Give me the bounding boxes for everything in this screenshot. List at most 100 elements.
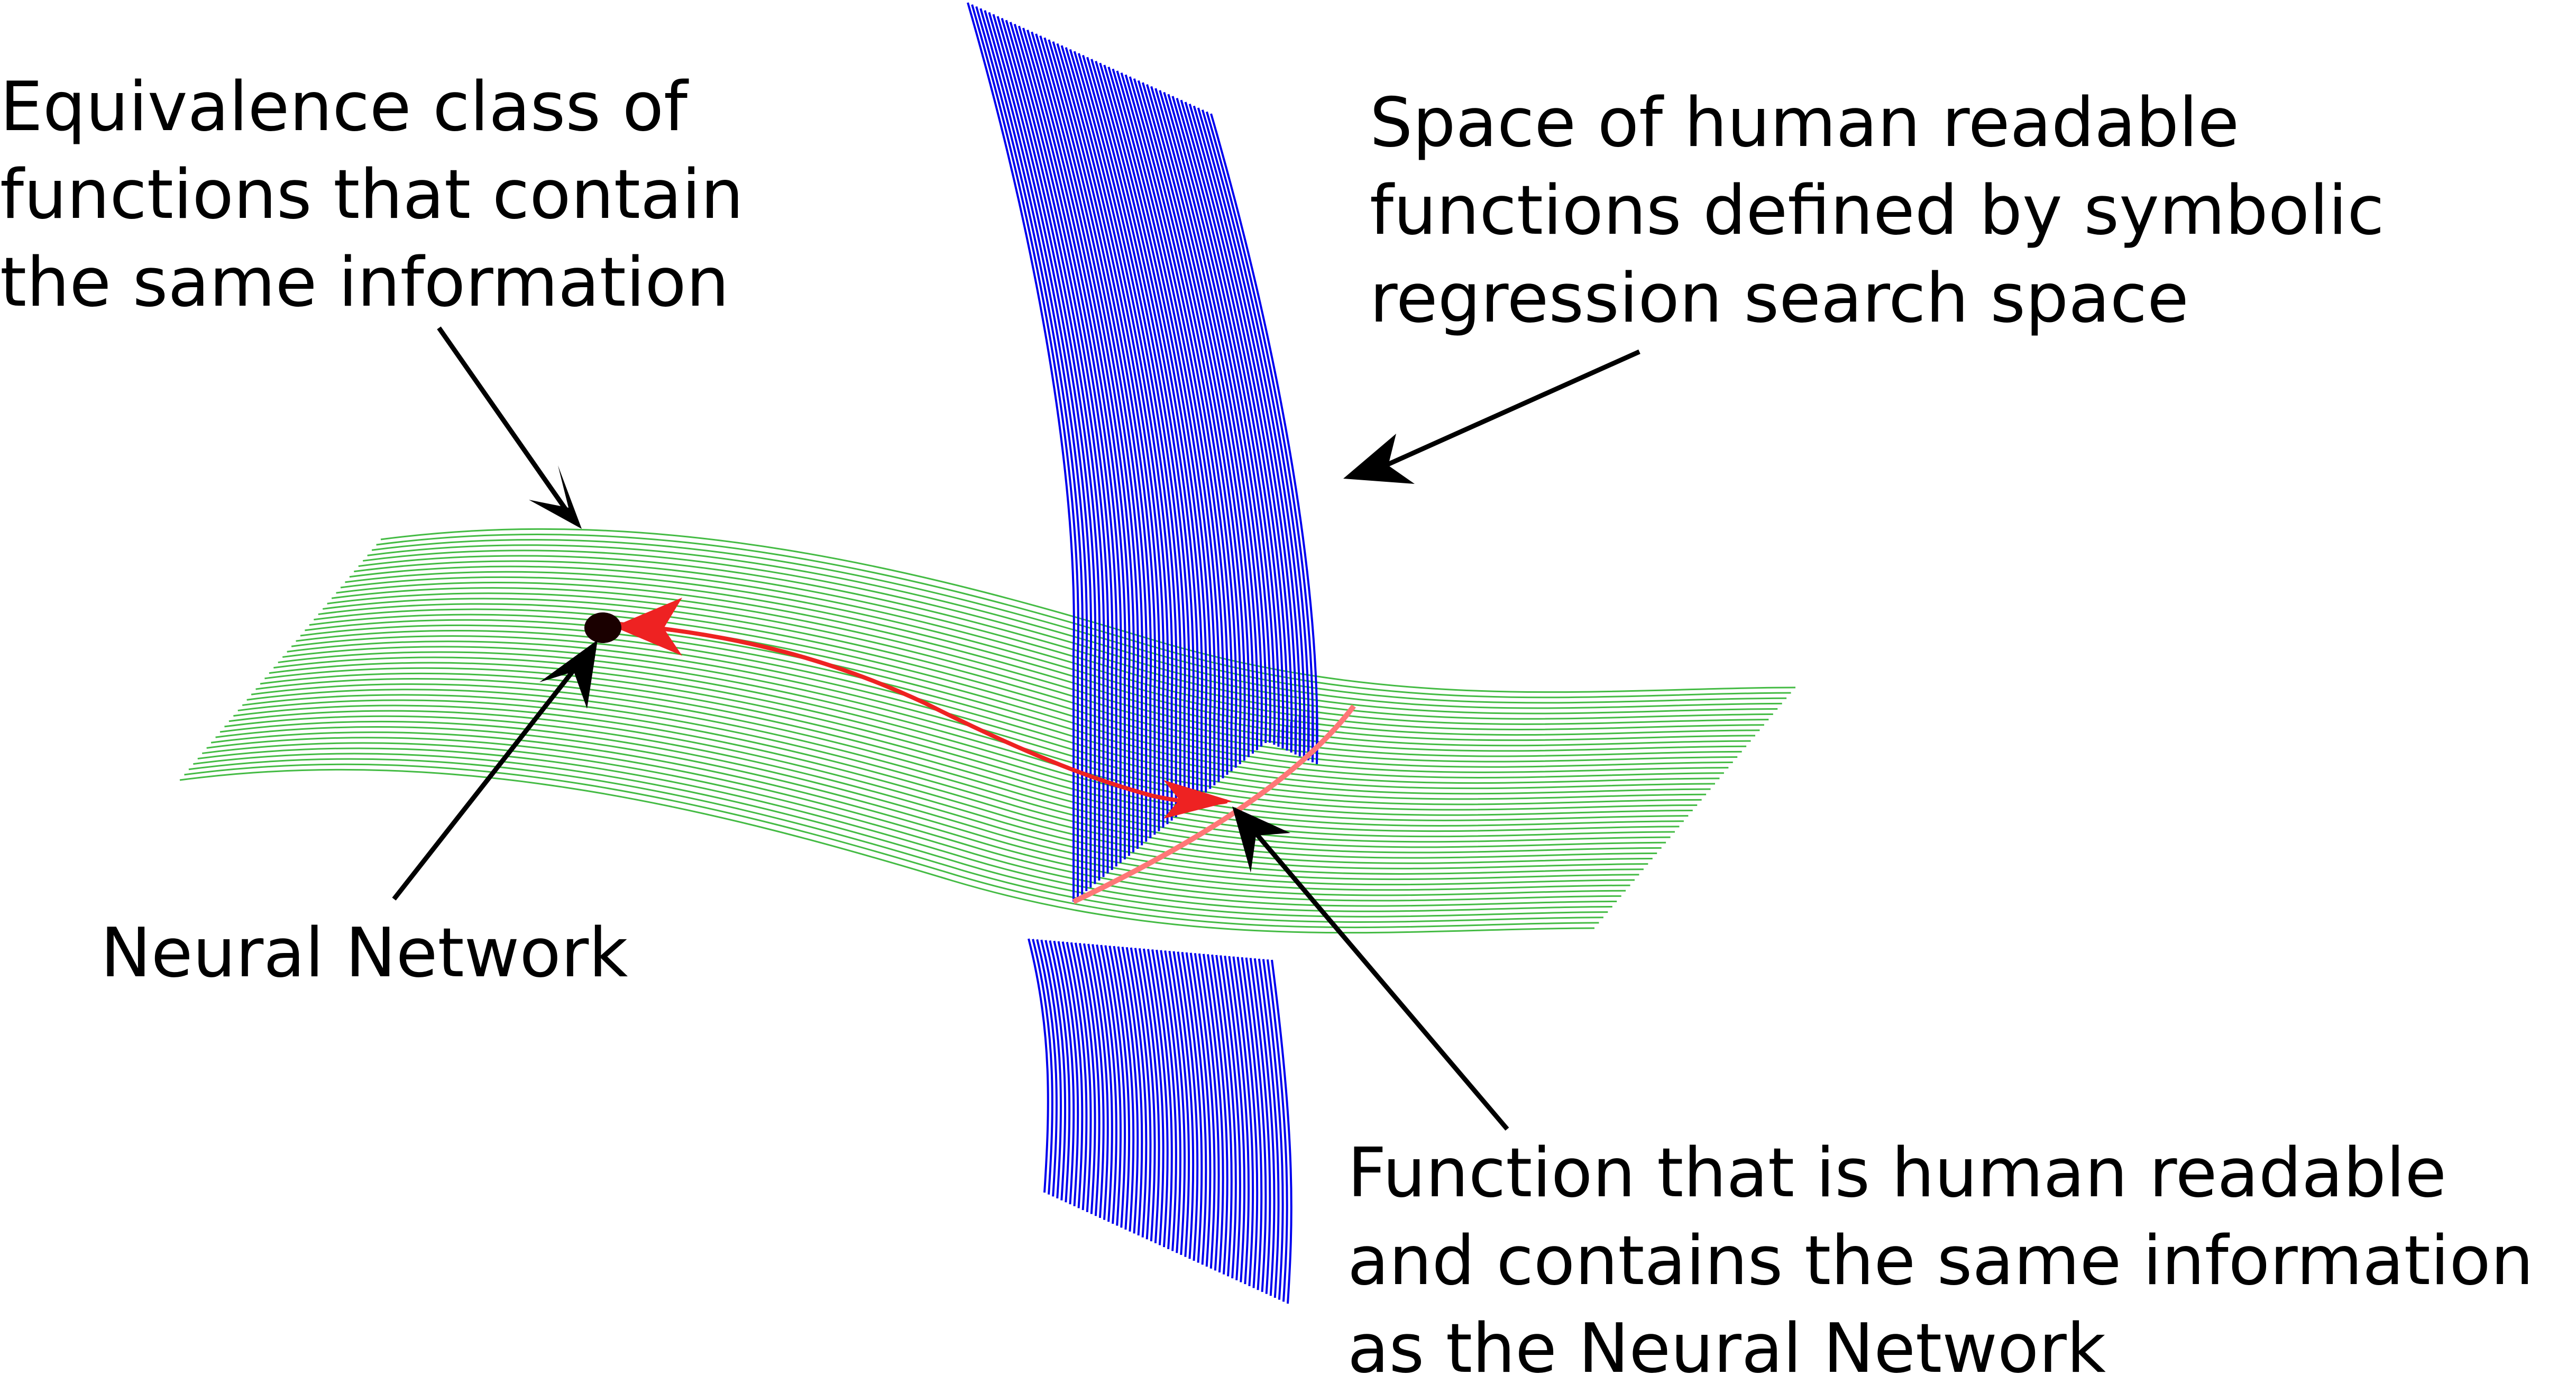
symbolic-regression-surface-upper [967, 2, 1318, 902]
blue-surface-line-lower [1036, 939, 1058, 1197]
green-surface-line [219, 720, 1635, 886]
readable-function-line-1: Function that is human readable [1347, 1134, 2447, 1213]
blue-surface-line-lower [1087, 943, 1109, 1220]
red-arrowhead-left [613, 598, 682, 656]
blue-surface-line-lower [1028, 938, 1049, 1193]
neural-network-label: Neural Network [100, 910, 628, 997]
equivalence-class-surface [179, 528, 1796, 934]
green-surface-line [282, 646, 1698, 811]
green-surface-line [380, 528, 1796, 693]
green-surface-line [309, 613, 1724, 778]
blue-surface-line-upper [1069, 49, 1178, 817]
blue-surface-line-lower [1138, 948, 1160, 1243]
blue-surface-line-lower [1271, 959, 1292, 1304]
green-surface-line [371, 539, 1787, 704]
blue-surface-line-lower [1194, 953, 1216, 1269]
green-surface-line [269, 662, 1684, 827]
blue-surface-line-lower [1245, 957, 1267, 1293]
blue-surface-line-lower [1228, 956, 1250, 1285]
symbolic-regression-surface-lower [1028, 938, 1292, 1304]
blue-surface-line-lower [1211, 954, 1233, 1277]
blue-surface-line-lower [1070, 942, 1092, 1212]
blue-surface-line-lower [1113, 946, 1135, 1232]
blue-surface-line-upper [1120, 72, 1229, 775]
green-surface-line [237, 699, 1653, 864]
symbolic-space-label: Space of human readable functions define… [1370, 79, 2385, 343]
blue-surface-line-lower [1092, 944, 1113, 1222]
green-surface-line [215, 726, 1630, 891]
blue-surface-line-upper [1146, 84, 1254, 754]
equivalence-class-line-3: the same information [0, 243, 729, 322]
blue-surface-line-upper [1065, 47, 1174, 821]
blue-surface-line-upper [1171, 96, 1280, 747]
blue-surface-line-upper [1022, 28, 1131, 856]
blue-surface-line-lower [1249, 958, 1271, 1294]
blue-surface-line-upper [1009, 22, 1118, 867]
blue-surface-line-lower [1172, 951, 1195, 1259]
arrow-neural-network [392, 652, 589, 901]
blue-surface-line-lower [1258, 958, 1280, 1298]
blue-surface-line-lower [1032, 939, 1053, 1195]
blue-surface-line-upper [1180, 99, 1289, 751]
blue-surface-line-upper [1035, 33, 1143, 846]
symbolic-space-line-1: Space of human readable [1370, 84, 2240, 162]
green-surface-line [193, 753, 1608, 918]
blue-surface-line-lower [1121, 947, 1143, 1236]
green-surface-line [273, 656, 1689, 821]
blue-surface-line-upper [1167, 94, 1276, 745]
green-surface-line [202, 742, 1617, 907]
blue-surface-line-upper [1129, 76, 1237, 768]
blue-surface-line-lower [1177, 951, 1199, 1261]
arrow-readable-function [1251, 829, 1509, 1131]
blue-surface-line-lower [1202, 954, 1224, 1273]
blue-surface-line-upper [1197, 107, 1306, 759]
blue-surface-line-lower [1262, 959, 1284, 1300]
blue-surface-line-upper [1159, 90, 1267, 743]
readable-function-line-3: as the Neural Network [1347, 1309, 2106, 1388]
blue-surface-line-lower [1057, 941, 1079, 1206]
blue-surface-line-upper [979, 8, 1088, 891]
blue-surface-line-lower [1236, 957, 1259, 1288]
blue-surface-line-lower [1189, 952, 1212, 1267]
blue-surface-line-upper [1086, 57, 1195, 803]
blue-surface-line-lower [1253, 958, 1276, 1296]
blue-surface-line-lower [1130, 947, 1152, 1240]
blue-surface-line-upper [1077, 53, 1186, 810]
blue-surface-line-lower [1215, 955, 1237, 1279]
green-surface-line [224, 715, 1639, 881]
green-surface-line [376, 534, 1791, 699]
blue-surface-line-upper [1193, 105, 1301, 757]
blue-surface-line-upper [1103, 65, 1212, 789]
blue-surface-line-lower [1185, 952, 1207, 1265]
green-surface-line [251, 683, 1666, 848]
readable-function-label: Function that is human readable and cont… [1347, 1130, 2534, 1393]
blue-surface-line-upper [1133, 78, 1242, 764]
blue-surface-line-lower [1040, 939, 1062, 1199]
equivalence-class-line-1: Equivalence class of [0, 68, 688, 146]
green-surface-line [179, 768, 1595, 934]
search-path-arrow [618, 622, 1227, 805]
arrowhead-symbolic-space [1343, 434, 1415, 484]
blue-surface-line-upper [1137, 80, 1246, 761]
blue-surface-line-lower [1061, 941, 1084, 1208]
green-surface-line [188, 758, 1603, 923]
blue-surface-line-lower [1151, 949, 1173, 1249]
blue-surface-line-upper [1048, 39, 1157, 835]
red-arrowhead-right [1163, 780, 1232, 819]
blue-surface-line-lower [1220, 955, 1241, 1280]
blue-surface-line-upper [1184, 102, 1293, 753]
blue-surface-line-upper [1081, 54, 1190, 807]
blue-surface-line-lower [1117, 946, 1139, 1234]
blue-surface-line-upper [1026, 30, 1135, 853]
green-surface-line [206, 737, 1621, 902]
blue-surface-line-upper [1176, 97, 1285, 749]
green-surface-line [278, 651, 1693, 816]
blue-surface-line-lower [1181, 951, 1203, 1263]
blue-surface-line-upper [1112, 68, 1221, 782]
blue-surface-line-upper [1201, 109, 1310, 760]
blue-surface-line-upper [1210, 113, 1318, 765]
blue-surface-line-lower [1074, 942, 1096, 1214]
green-surface-line [184, 763, 1599, 929]
blue-surface-line-lower [1053, 940, 1075, 1205]
blue-surface-line-upper [1043, 37, 1152, 838]
